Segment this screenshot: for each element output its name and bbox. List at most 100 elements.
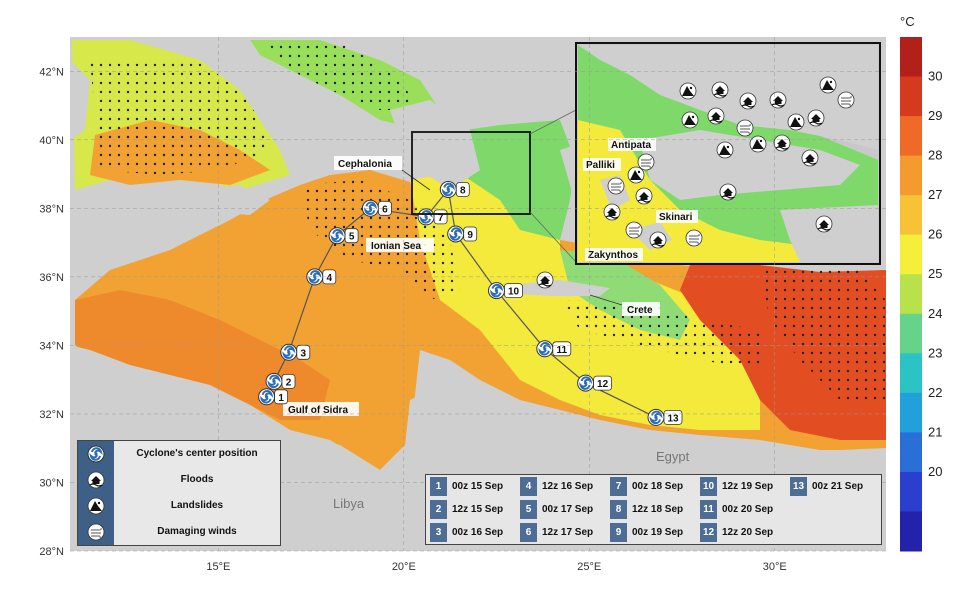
time-entry-label: 00z 18 Sep xyxy=(632,481,684,492)
cyclone-icon xyxy=(417,207,436,226)
legend-row-landslides: Landslides xyxy=(78,493,280,519)
track-point-label: 11 xyxy=(557,345,568,356)
colorbar-segment xyxy=(900,155,922,196)
time-entry-7: 7 00z 18 Sep xyxy=(610,475,698,498)
lat-label: 42°N xyxy=(39,66,64,78)
land-sardinia xyxy=(70,60,90,140)
lat-label: 34°N xyxy=(39,340,64,352)
wind-icon xyxy=(685,229,703,247)
lon-label: 30°E xyxy=(763,561,787,573)
time-entry-label: 00z 20 Sep xyxy=(722,504,774,515)
land-crete xyxy=(510,280,610,296)
time-entry-6: 6 12z 17 Sep xyxy=(520,521,608,544)
land-greece xyxy=(390,100,480,190)
label-cephalonia: Cephalonia xyxy=(334,156,431,191)
landslide-icon xyxy=(819,76,837,94)
cyclone-icon xyxy=(257,387,276,406)
time-entry-label: 00z 17 Sep xyxy=(542,504,594,515)
track-point-label: 7 xyxy=(438,213,444,224)
map-legend: Cyclone's center position Floods Landsli… xyxy=(77,440,281,546)
track-point-label: 2 xyxy=(286,377,292,388)
dots-tyrrhenian xyxy=(90,60,270,175)
inset-label-antipata: Antipata xyxy=(608,138,656,151)
landslide-icon xyxy=(787,113,805,131)
track-point-5: 5 xyxy=(328,226,359,245)
time-entry-label: 12z 20 Sep xyxy=(722,527,774,538)
sea-sw-warm xyxy=(75,290,330,420)
lat-label: 38°N xyxy=(39,203,64,215)
legend-row-winds: Damaging winds xyxy=(78,519,280,545)
colorbar-tick: 29 xyxy=(928,108,942,123)
time-entry-5: 5 00z 17 Sep xyxy=(520,498,608,521)
cyclone-icon xyxy=(576,374,595,393)
time-entry-12: 12 12z 20 Sep xyxy=(700,521,788,544)
colorbar-segment xyxy=(900,274,922,315)
svg-text:Crete: Crete xyxy=(627,305,653,316)
legend-label-cyclone: Cyclone's center position xyxy=(136,448,258,459)
track-point-13: 13 xyxy=(647,408,683,427)
legend-row-cyclone: Cyclone's center position xyxy=(78,441,280,467)
track-point-label: 9 xyxy=(467,230,473,241)
landslide-icon xyxy=(679,82,697,100)
dots-levant xyxy=(760,270,886,400)
track-point-label: 12 xyxy=(597,379,609,390)
time-entry-number: 2 xyxy=(430,500,447,519)
wind-icon xyxy=(637,153,655,171)
colorbar-tick: 25 xyxy=(928,266,942,281)
colorbar-segment xyxy=(900,195,922,236)
wind-icon xyxy=(736,119,754,137)
flood-icon xyxy=(739,92,757,110)
inset-label-zakynthos: Zakynthos xyxy=(585,248,643,261)
colorbar-segment xyxy=(900,511,922,552)
time-entry-number: 12 xyxy=(700,523,717,542)
time-entry-number: 11 xyxy=(700,500,717,519)
legend-row-floods: Floods xyxy=(78,467,280,493)
time-entry-9: 9 00z 19 Sep xyxy=(610,521,698,544)
time-entry-number: 5 xyxy=(520,500,537,519)
country-libya: Libya xyxy=(333,496,365,511)
time-entry-number: 7 xyxy=(610,477,627,496)
lat-label: 28°N xyxy=(39,546,64,558)
country-egypt: Egypt xyxy=(656,449,690,464)
cyclone-icon xyxy=(439,180,458,199)
landslide-icon xyxy=(681,111,699,129)
inset-label-skinari: Skinari xyxy=(656,210,698,223)
svg-text:Zakynthos: Zakynthos xyxy=(588,250,638,261)
time-entry-number: 9 xyxy=(610,523,627,542)
cyclone-icon xyxy=(279,343,298,362)
track-point-6: 6 xyxy=(361,199,392,218)
colorbar-segment xyxy=(900,76,922,117)
cyclone-icon xyxy=(87,445,105,463)
colorbar-tick: 27 xyxy=(928,187,942,202)
flood-icon xyxy=(649,231,667,249)
flood-icon xyxy=(711,81,729,99)
time-entry-3: 3 00z 16 Sep xyxy=(430,521,518,544)
colorbar-tick: 23 xyxy=(928,345,942,360)
flood-icon xyxy=(707,107,725,125)
track-point-label: 4 xyxy=(327,273,333,284)
landslide-icon xyxy=(749,135,767,153)
time-entry-number: 13 xyxy=(790,477,807,496)
track-point-8: 8 xyxy=(439,180,470,199)
time-entry-label: 12z 17 Sep xyxy=(542,527,594,538)
colorbar-unit: °C xyxy=(900,14,915,29)
time-entry-number: 10 xyxy=(700,477,717,496)
legend-label-landslides: Landslides xyxy=(170,500,224,511)
cyclone-icon xyxy=(265,372,283,391)
colorbar-segment xyxy=(900,37,922,78)
time-entry-label: 12z 19 Sep xyxy=(722,481,774,492)
time-entry-number: 8 xyxy=(610,500,627,519)
track-point-12: 12 xyxy=(576,374,612,393)
lat-label: 30°N xyxy=(39,477,64,489)
time-entry-number: 3 xyxy=(430,523,447,542)
track-point-label: 1 xyxy=(278,393,284,404)
colorbar: 30 29 28 27 26 25 24 23 22 21 20 xyxy=(900,37,942,552)
track-point-label: 6 xyxy=(382,204,388,215)
zoom-connector xyxy=(529,109,577,135)
lon-axis: 15°E 20°E 25°E 30°E xyxy=(206,37,787,573)
zoom-connector-2 xyxy=(529,211,577,263)
time-entry-4: 4 12z 16 Sep xyxy=(520,475,608,498)
time-entry-label: 12z 15 Sep xyxy=(452,504,504,515)
